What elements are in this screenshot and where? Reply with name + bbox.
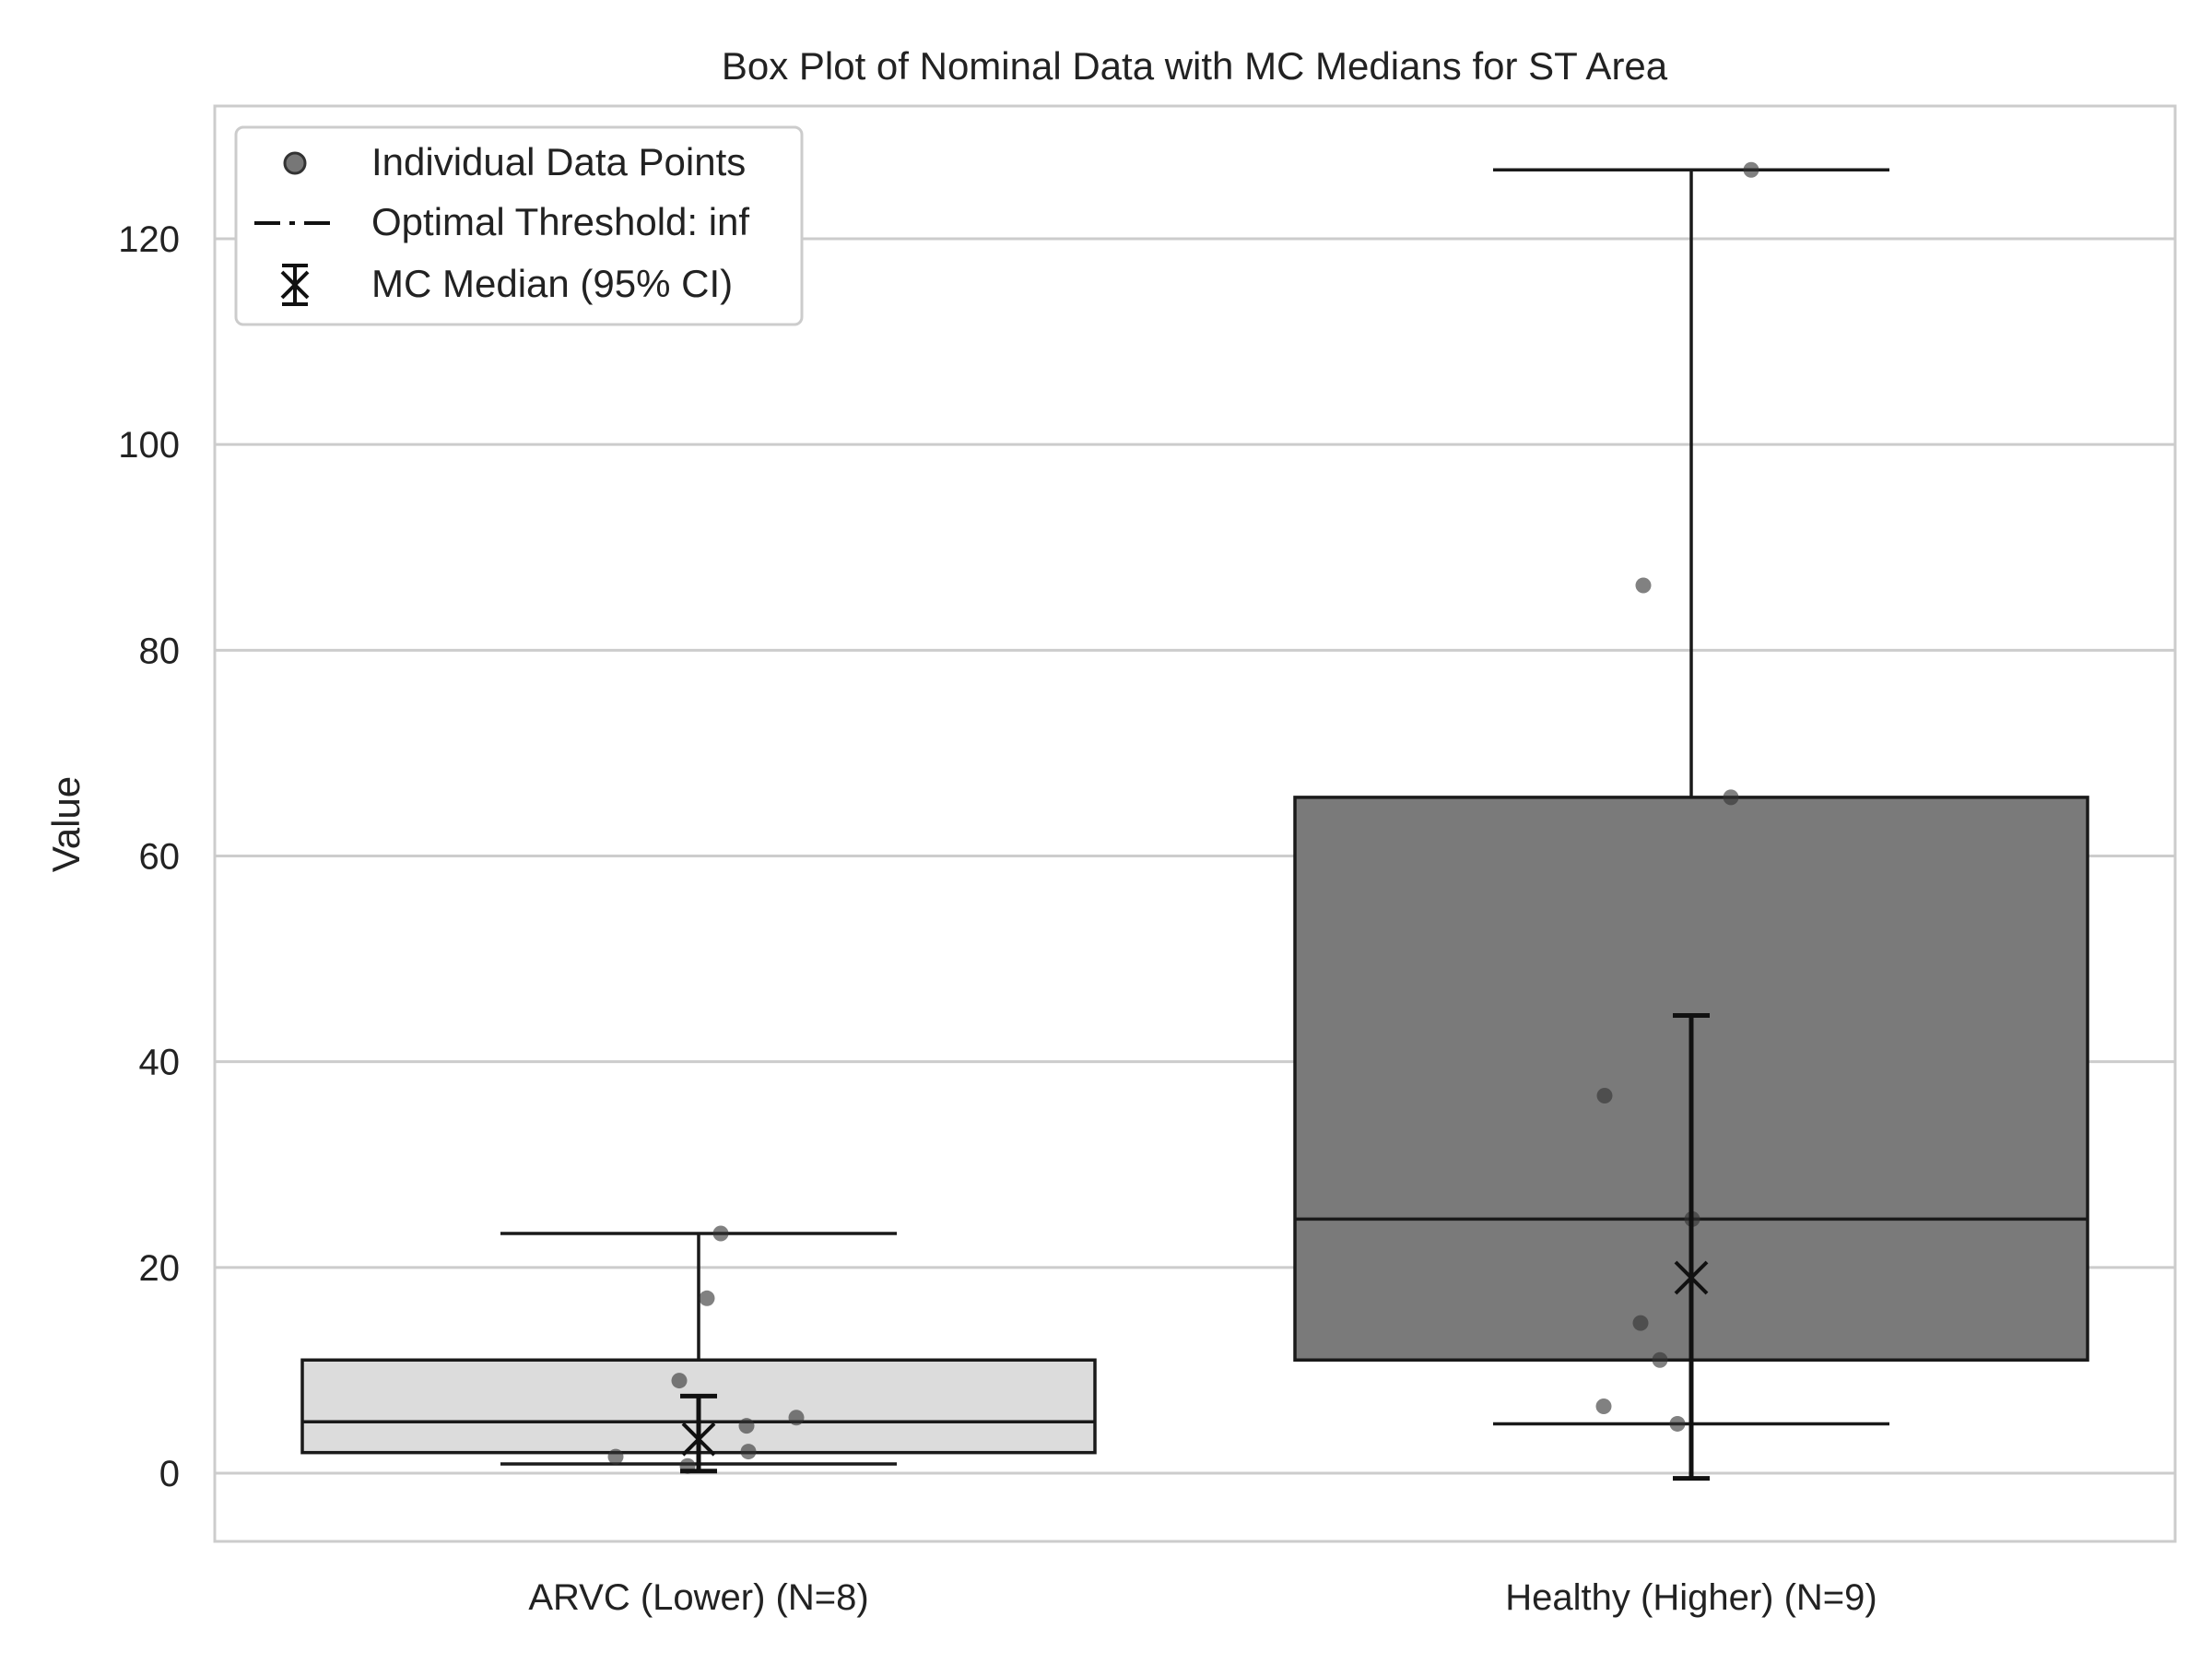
y-tick-label: 0 — [159, 1454, 180, 1494]
mc-median-layer — [680, 1012, 1710, 1481]
x-tick-label: Healthy (Higher) (N=9) — [1505, 1577, 1877, 1618]
legend-label-mc-median: MC Median (95% CI) — [371, 262, 733, 305]
y-tick-label: 60 — [139, 837, 181, 878]
y-tick-label: 40 — [139, 1043, 181, 1083]
x-tick-labels: ARVC (Lower) (N=8) Healthy (Higher) (N=9) — [528, 1577, 1877, 1618]
legend-mc-median-marker — [280, 264, 310, 306]
data-point — [1635, 577, 1652, 594]
data-point — [671, 1373, 688, 1389]
y-tick-label: 100 — [118, 425, 180, 466]
legend-label-points: Individual Data Points — [371, 140, 746, 183]
y-tick-labels: 0 20 40 60 80 100 120 — [118, 219, 180, 1494]
x-tick-label: ARVC (Lower) (N=8) — [528, 1577, 868, 1618]
data-point — [1595, 1398, 1612, 1414]
y-tick-label: 80 — [139, 631, 181, 671]
data-point — [1743, 161, 1759, 178]
chart-title: Box Plot of Nominal Data with MC Medians… — [722, 44, 1668, 88]
data-point — [1632, 1315, 1649, 1331]
mc-median-marker — [681, 1422, 716, 1457]
data-point — [607, 1448, 624, 1465]
mc-median-marker — [1674, 1260, 1709, 1295]
data-point — [1669, 1415, 1686, 1432]
y-tick-label: 20 — [139, 1248, 181, 1289]
data-point — [740, 1444, 757, 1460]
legend-box — [234, 125, 804, 326]
grid-layer — [215, 237, 2175, 1475]
data-point — [712, 1225, 729, 1242]
data-point — [788, 1410, 805, 1426]
y-tick-label: 120 — [118, 219, 180, 260]
data-point — [699, 1290, 715, 1306]
legend-point-marker — [283, 151, 307, 175]
legend: Individual Data Points Optimal Threshold… — [234, 125, 804, 326]
data-point — [1596, 1087, 1613, 1103]
data-point — [1652, 1351, 1668, 1368]
y-axis-label: Value — [44, 776, 88, 872]
legend-label-threshold: Optimal Threshold: inf — [371, 200, 749, 243]
plot-frame — [213, 104, 2177, 1543]
data-point — [738, 1418, 755, 1434]
data-point — [1723, 789, 1739, 806]
